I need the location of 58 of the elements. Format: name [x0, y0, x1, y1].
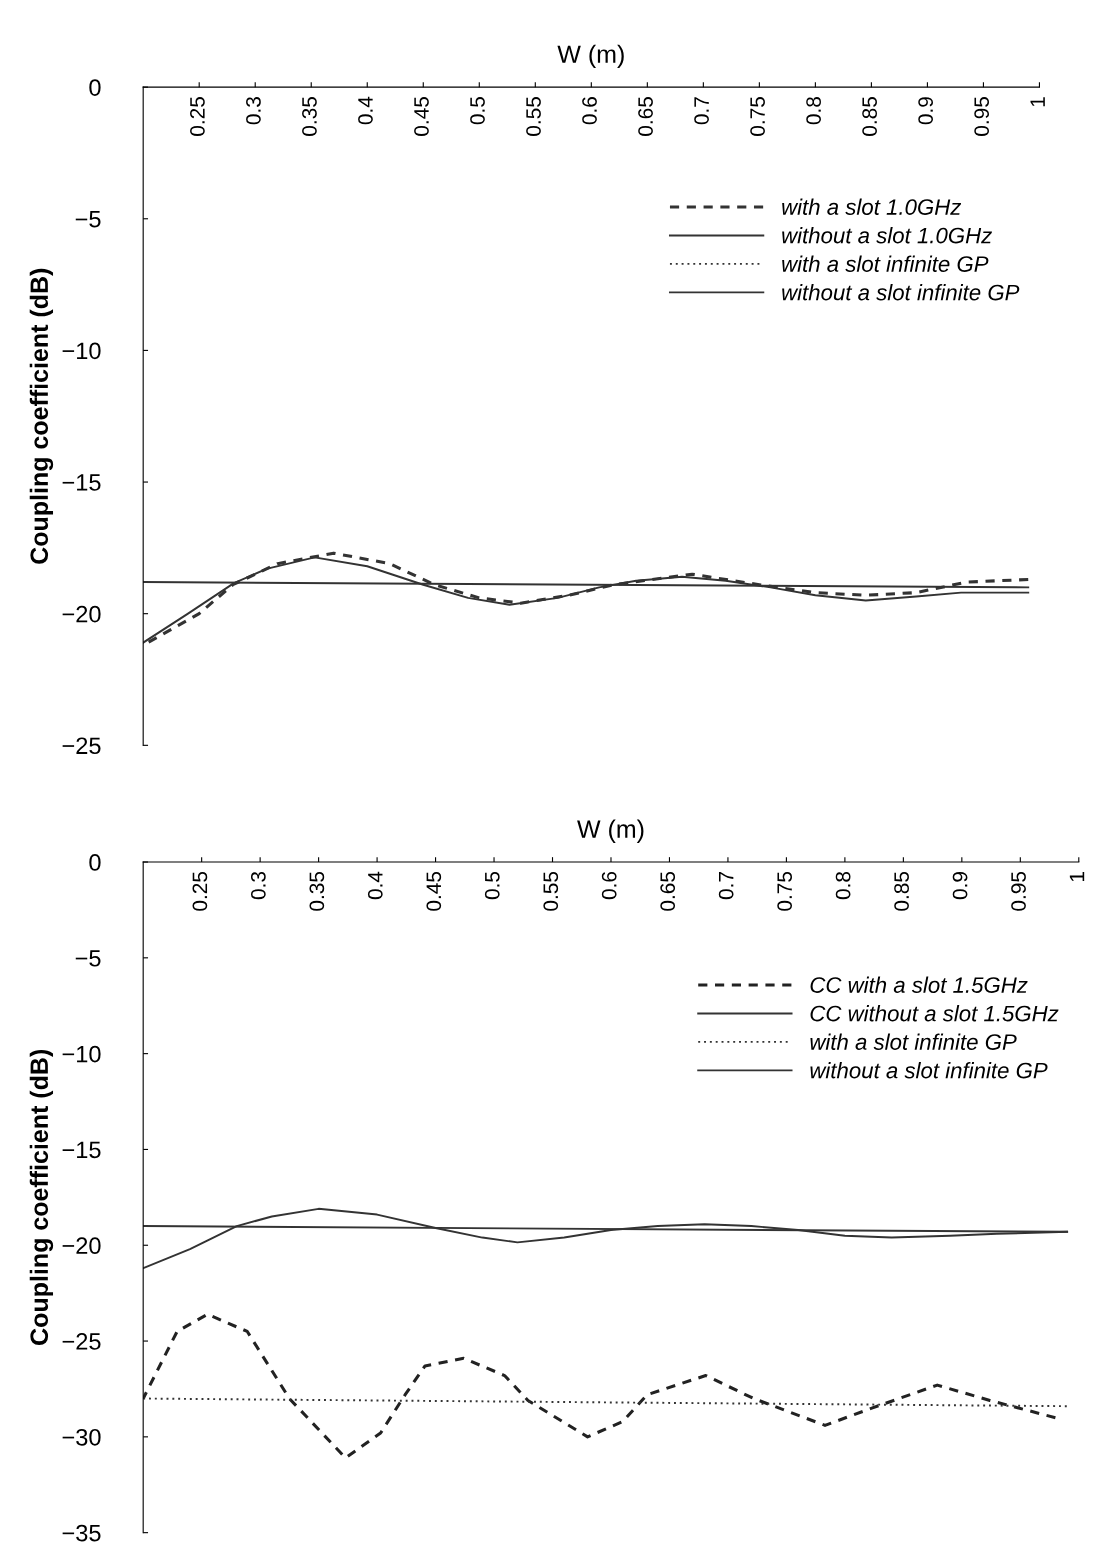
x-tick-label: 1: [1069, 872, 1085, 882]
y-tick-label: −15: [62, 474, 101, 491]
x-tick-label: 0.4: [367, 871, 383, 900]
x-tick-label: 0.4: [358, 96, 373, 125]
x-tick-label: 0.85: [894, 871, 909, 911]
x-tick-label: 0.9: [918, 97, 933, 125]
y-axis-title: Coupling coefficient (dB): [29, 268, 54, 564]
x-tick-label: 0.85: [862, 97, 877, 136]
x-tick-label: 0.75: [777, 871, 793, 911]
x-tick-label: 1: [1030, 97, 1045, 107]
x-tick-label: 0.65: [638, 97, 653, 136]
x-tick-label: 0.6: [582, 97, 597, 125]
legend-label: with a slot infinite GP: [782, 255, 989, 272]
y-tick-label: −20: [62, 1237, 101, 1255]
y-tick-label: −20: [62, 605, 101, 623]
x-tick-label: 0.5: [470, 97, 485, 125]
y-tick-label: −10: [62, 1045, 101, 1063]
legend-label: CC without a slot 1.5GHz: [810, 1005, 1059, 1022]
x-tick-label: 0.55: [543, 871, 559, 911]
y-tick-label: −5: [75, 950, 101, 967]
legend-label: without a slot infinite GP: [782, 284, 1020, 301]
x-tick-label: 0.45: [414, 97, 429, 136]
x-tick-label: 0.25: [192, 871, 208, 911]
x-tick-label: 0.35: [309, 871, 325, 911]
x-tick-label: 0.6: [601, 871, 617, 900]
x-tick-label: 0.25: [190, 97, 205, 136]
y-tick-label: −15: [62, 1141, 101, 1159]
y-tick-label: 0: [89, 854, 101, 871]
y-tick-label: −25: [62, 737, 101, 755]
y-axis-title: Coupling coefficient (dB): [29, 1049, 54, 1345]
x-tick-label: 0.8: [806, 97, 821, 125]
x-tick-label: 0.9: [952, 872, 968, 900]
legend-label: without a slot infinite GP: [810, 1062, 1048, 1079]
x-tick-label: 0.95: [1011, 871, 1026, 911]
x-tick-label: 0.8: [835, 871, 851, 900]
x-tick-label: 0.45: [426, 871, 442, 911]
y-tick-label: −25: [62, 1333, 101, 1350]
x-tick-label: 0.65: [660, 871, 676, 911]
legend-label: CC with a slot 1.5GHz: [810, 976, 1028, 993]
y-tick-label: −30: [62, 1428, 101, 1446]
y-tick-label: −35: [62, 1524, 101, 1542]
x-tick-label: 0.95: [974, 97, 990, 136]
legend-label: with a slot 1.0GHz: [782, 198, 962, 215]
legend-label: without a slot 1.0GHz: [782, 227, 992, 244]
y-tick-label: 0: [89, 79, 101, 96]
x-tick-label: 0.5: [484, 871, 500, 900]
x-tick-label: 0.75: [750, 97, 765, 136]
x-tick-label: 0.7: [718, 872, 734, 900]
x-axis-title: W (m): [577, 819, 644, 843]
x-axis-title: W (m): [557, 44, 624, 69]
x-tick-label: 0.55: [526, 97, 541, 136]
x-tick-label: 0.3: [250, 871, 266, 900]
y-tick-label: −5: [75, 211, 101, 228]
x-tick-label: 0.3: [246, 97, 261, 125]
y-tick-label: −10: [62, 342, 101, 360]
x-tick-label: 0.7: [694, 97, 709, 125]
x-tick-label: 0.35: [302, 97, 317, 136]
legend-label: with a slot infinite GP: [810, 1033, 1017, 1050]
